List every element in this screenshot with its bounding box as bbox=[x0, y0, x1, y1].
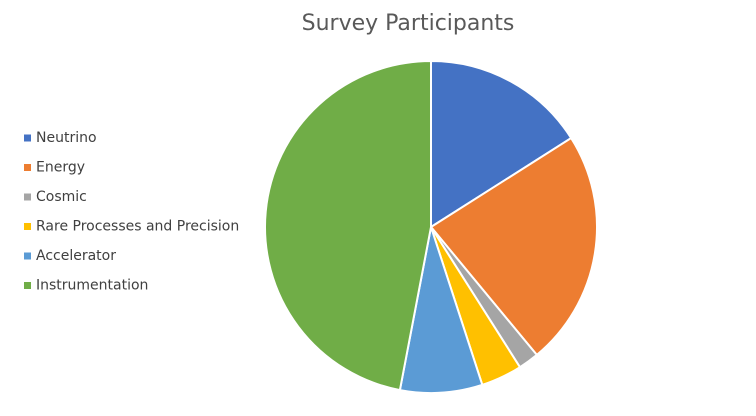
legend-label: Accelerator bbox=[36, 248, 116, 264]
legend-swatch bbox=[24, 223, 31, 230]
pie-slice bbox=[430, 59, 573, 229]
legend-label: Instrumentation bbox=[36, 278, 148, 294]
pie-slice bbox=[264, 59, 432, 392]
pie-slice bbox=[429, 136, 598, 357]
legend-swatch bbox=[24, 282, 31, 289]
legend-swatch bbox=[24, 193, 31, 201]
legend-label: Cosmic bbox=[36, 189, 87, 205]
chart-title: Survey Participants bbox=[302, 11, 515, 36]
legend-swatch bbox=[24, 252, 31, 260]
legend-swatch bbox=[24, 164, 31, 171]
legend-swatch bbox=[24, 134, 31, 142]
legend-label: Neutrino bbox=[36, 130, 97, 146]
legend-label: Energy bbox=[36, 160, 85, 176]
legend-label: Rare Processes and Precision bbox=[36, 219, 239, 235]
